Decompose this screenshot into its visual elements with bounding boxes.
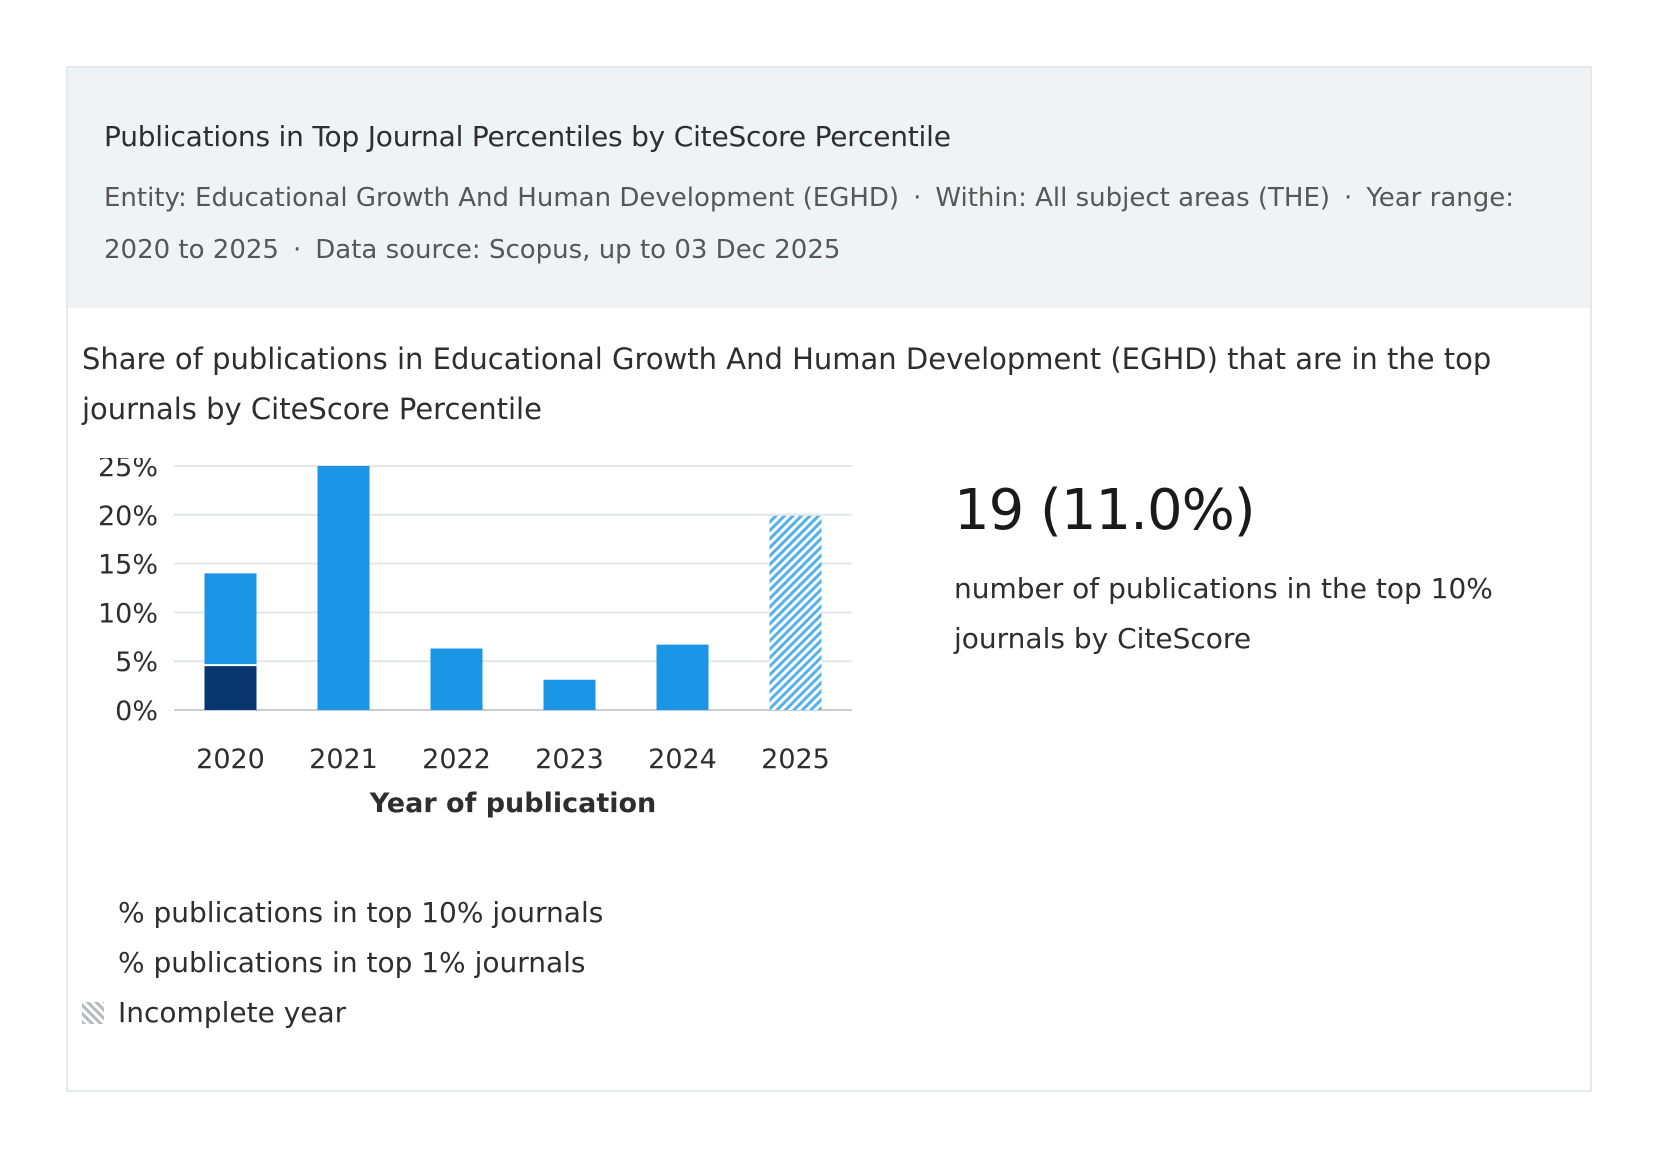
meta-within: Within: All subject areas (THE) bbox=[935, 183, 1331, 213]
x-tick-label: 2024 bbox=[648, 744, 717, 775]
stat-description: number of publications in the top 10% jo… bbox=[954, 572, 1493, 655]
x-tick-label: 2022 bbox=[422, 744, 491, 775]
metadata-line: Entity: Educational Growth And Human Dev… bbox=[104, 172, 1544, 276]
legend-item-incomplete: Incomplete year bbox=[82, 988, 603, 1038]
chart-subtitle: Share of publications in Educational Gro… bbox=[82, 342, 1492, 426]
stat-value: 19 (11.0%) bbox=[954, 478, 1256, 543]
x-tick-label: 2021 bbox=[309, 744, 378, 775]
legend-item-top1[interactable]: % publications in top 1% journals bbox=[82, 938, 603, 988]
y-tick-label: 15% bbox=[98, 550, 158, 581]
bar-top10-2021[interactable] bbox=[317, 466, 370, 710]
x-tick-label: 2020 bbox=[196, 744, 265, 775]
legend-item-top10[interactable]: % publications in top 10% journals bbox=[82, 888, 603, 938]
meta-separator: · bbox=[292, 235, 302, 265]
meta-data-source: Data source: Scopus, up to 03 Dec 2025 bbox=[315, 235, 841, 265]
x-tick-label: 2023 bbox=[535, 744, 604, 775]
legend-swatch-top1 bbox=[82, 952, 104, 974]
y-tick-label: 0% bbox=[115, 696, 158, 727]
y-tick-label: 5% bbox=[115, 647, 158, 678]
y-tick-label: 25% bbox=[98, 458, 158, 483]
legend-label-top10: % publications in top 10% journals bbox=[118, 896, 604, 929]
x-tick-label: 2025 bbox=[761, 744, 830, 775]
legend-swatch-top10 bbox=[82, 902, 104, 924]
y-tick-label: 10% bbox=[98, 598, 158, 629]
meta-separator: · bbox=[1344, 183, 1353, 213]
bar-top10-2022[interactable] bbox=[430, 648, 483, 710]
card-header: Publications in Top Journal Percentiles … bbox=[68, 68, 1590, 308]
bar-top10-2023[interactable] bbox=[543, 679, 596, 710]
bar-top1-2020[interactable] bbox=[204, 665, 257, 710]
hatch-icon bbox=[82, 1002, 104, 1024]
bar-top10-2025[interactable] bbox=[769, 515, 822, 710]
meta-separator: · bbox=[913, 183, 922, 213]
meta-entity: Entity: Educational Growth And Human Dev… bbox=[104, 183, 900, 213]
card-title: Publications in Top Journal Percentiles … bbox=[104, 120, 951, 153]
chart-legend: % publications in top 10% journals % pub… bbox=[82, 888, 603, 1038]
bar-top10-2024[interactable] bbox=[656, 644, 709, 710]
legend-label-top1: % publications in top 1% journals bbox=[118, 946, 586, 979]
meta-year-range: Year range: 2020 to 2025 bbox=[104, 183, 1514, 265]
y-tick-label: 20% bbox=[98, 501, 158, 532]
legend-label-incomplete: Incomplete year bbox=[118, 996, 347, 1029]
x-axis-title: Year of publication bbox=[369, 788, 657, 819]
chart-card: Publications in Top Journal Percentiles … bbox=[66, 66, 1592, 1092]
bar-chart: 0% 5% 10% 15% 20% 25% 2020 2021 2022 2023 2024 2025… bbox=[98, 458, 852, 819]
